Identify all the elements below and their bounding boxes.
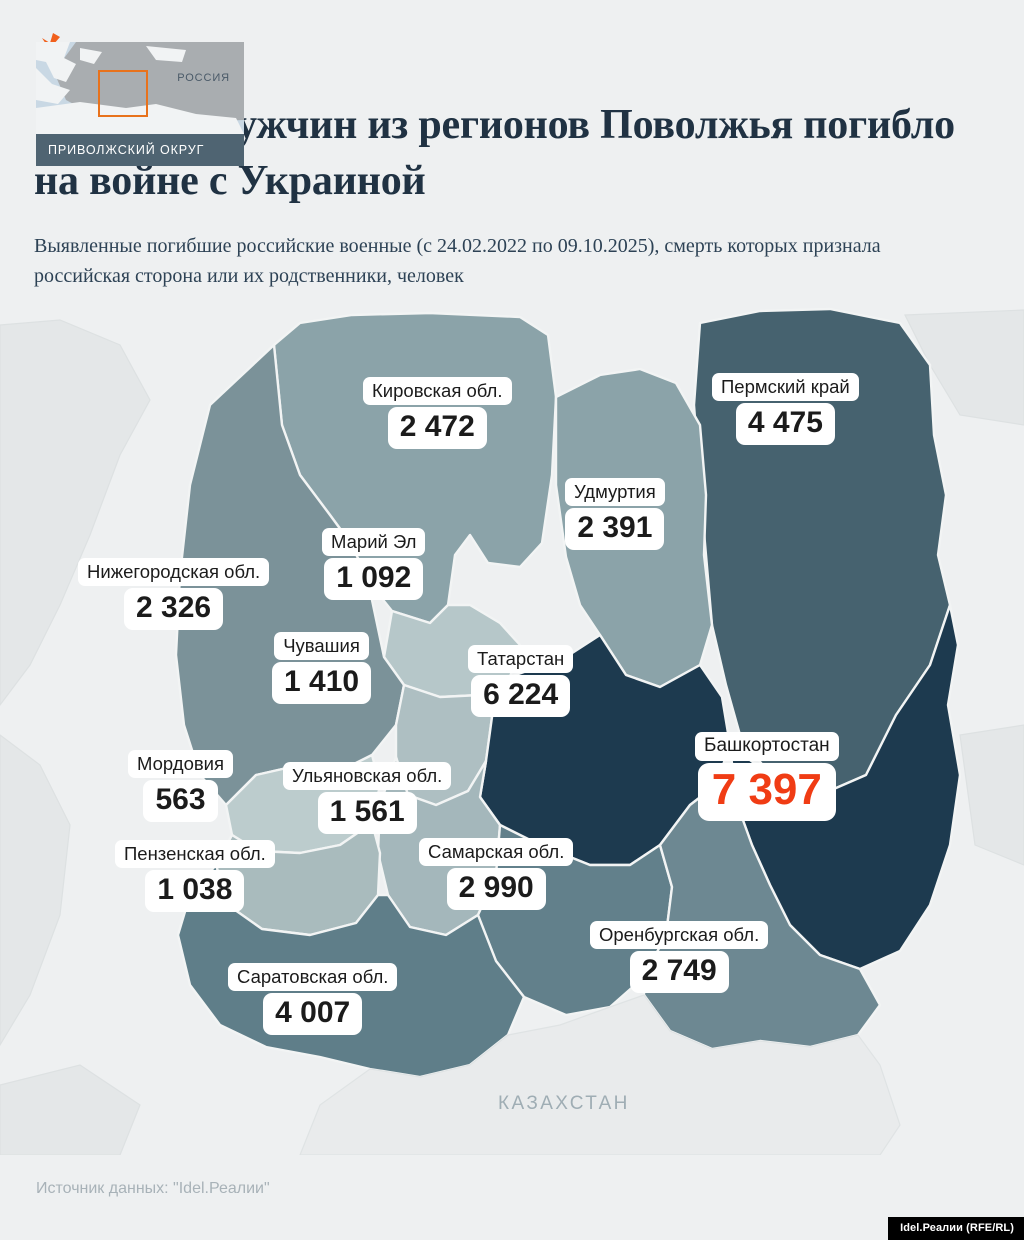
region-value: 2 990	[446, 868, 546, 910]
source-note: Источник данных: "Idel.Реалии"	[36, 1180, 270, 1197]
region-label-chuvashia[interactable]: Чувашия 1 410	[272, 632, 372, 704]
region-label-perm[interactable]: Пермский край 4 475	[712, 373, 859, 445]
region-name: Татарстан	[468, 645, 574, 674]
region-name: Нижегородская обл.	[78, 558, 270, 587]
page-subtitle: Выявленные погибшие российские военные (…	[34, 235, 881, 287]
region-name: Ульяновская обл.	[283, 762, 452, 791]
region-value: 4 007	[263, 993, 363, 1035]
region-label-saratov[interactable]: Саратовская обл. 4 007	[228, 963, 398, 1035]
region-value: 2 326	[124, 588, 224, 630]
region-name: Удмуртия	[565, 478, 665, 507]
region-name: Пензенская обл.	[115, 840, 275, 869]
inset-district-banner: ПРИВОЛЖСКИЙ ОКРУГ	[36, 134, 244, 166]
inset-world-map	[36, 42, 244, 134]
choropleth-map	[0, 305, 1024, 1155]
region-label-orenburg[interactable]: Оренбургская обл. 2 749	[590, 921, 769, 993]
region-value: 2 391	[565, 508, 665, 550]
region-name: Башкортостан	[695, 732, 839, 762]
country-label-kazakhstan: КАЗАХСТАН	[498, 1093, 630, 1114]
region-name: Мордовия	[128, 750, 234, 779]
region-label-nizhny[interactable]: Нижегородская обл. 2 326	[78, 558, 270, 630]
region-name: Саратовская обл.	[228, 963, 398, 992]
region-label-kirov[interactable]: Кировская обл. 2 472	[363, 377, 512, 449]
region-value: 7 397	[697, 763, 836, 821]
region-value: 563	[143, 780, 218, 822]
region-value: 1 092	[324, 558, 424, 600]
region-value: 1 561	[317, 792, 417, 834]
region-label-ulyanovsk[interactable]: Ульяновская обл. 1 561	[283, 762, 452, 834]
region-label-tatarstan[interactable]: Татарстан 6 224	[468, 645, 574, 717]
region-name: Оренбургская обл.	[590, 921, 769, 950]
region-value: 6 224	[471, 675, 571, 717]
region-name: Кировская обл.	[363, 377, 512, 406]
region-label-mariel[interactable]: Марий Эл 1 092	[322, 528, 426, 600]
region-value: 4 475	[735, 403, 835, 445]
region-value: 1 410	[272, 662, 372, 704]
region-label-udmurtia[interactable]: Удмуртия 2 391	[565, 478, 665, 550]
region-value: 2 749	[629, 951, 729, 993]
region-name: Пермский край	[712, 373, 859, 402]
region-label-penza[interactable]: Пензенская обл. 1 038	[115, 840, 275, 912]
region-label-bashkortostan[interactable]: Башкортостан 7 397	[695, 732, 839, 821]
inset-country-label: РОССИЯ	[177, 72, 230, 84]
region-label-mordovia[interactable]: Мордовия 563	[128, 750, 234, 822]
region-name: Марий Эл	[322, 528, 426, 557]
inset-highlight-box	[98, 70, 148, 117]
locator-inset: РОССИЯ ПРИВОЛЖСКИЙ ОКРУГ	[36, 42, 244, 168]
region-name: Самарская обл.	[419, 838, 574, 867]
credit-badge: Idel.Реалии (RFE/RL)	[888, 1217, 1024, 1240]
region-name: Чувашия	[274, 632, 369, 661]
region-label-samara[interactable]: Самарская обл. 2 990	[419, 838, 574, 910]
region-value: 1 038	[145, 870, 245, 912]
region-value: 2 472	[387, 407, 487, 449]
